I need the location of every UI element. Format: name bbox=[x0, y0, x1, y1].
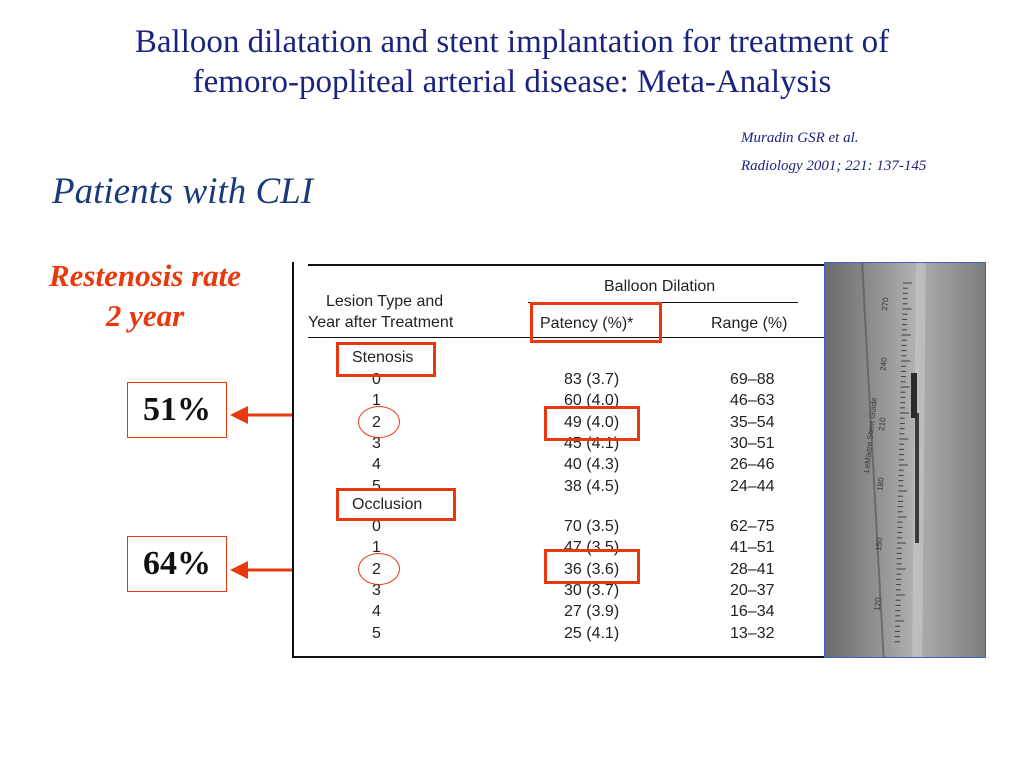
citation-authors: Muradin GSR et al. bbox=[741, 130, 859, 146]
ruler-label: 150 bbox=[874, 536, 884, 551]
cell-year: 5 bbox=[372, 477, 381, 495]
ruler-scale bbox=[894, 282, 912, 643]
cell-year: 4 bbox=[372, 603, 381, 621]
cell-patency: 25 (4.1) bbox=[564, 624, 620, 642]
cell-year: 5 bbox=[372, 624, 381, 642]
occlusion-label-highlight bbox=[336, 488, 456, 521]
col-header-lesion-line-2: Year after Treatment bbox=[308, 314, 454, 331]
cell-range: 46–63 bbox=[730, 392, 775, 410]
group-header-rule bbox=[528, 302, 798, 303]
restenosis-label-line-1: Restenosis rate bbox=[48, 258, 242, 293]
table-top-rule bbox=[308, 264, 826, 266]
title-line-2: femoro-popliteal arterial disease: Meta-… bbox=[192, 64, 832, 100]
cell-patency: 40 (4.3) bbox=[564, 456, 620, 474]
occlusion-restenosis-badge: 64% bbox=[127, 536, 227, 592]
cell-range: 20–37 bbox=[730, 581, 775, 599]
catheter-label: LeMaitre Stent Guide bbox=[862, 397, 879, 474]
ruler-label: 120 bbox=[873, 596, 883, 611]
slide-title: Balloon dilatation and stent implantatio… bbox=[0, 22, 1024, 102]
cell-range: 35–54 bbox=[730, 413, 775, 431]
cell-patency: 27 (3.9) bbox=[564, 603, 620, 621]
cell-range: 62–75 bbox=[730, 518, 775, 535]
cell-range: 16–34 bbox=[730, 603, 775, 621]
col-header-lesion-line-1: Lesion Type and bbox=[326, 293, 444, 310]
cell-patency: 30 (3.7) bbox=[564, 581, 620, 599]
cell-year: 0 bbox=[372, 371, 381, 388]
section-label: Stenosis bbox=[352, 349, 414, 366]
stenosis-restenosis-badge: 51% bbox=[127, 382, 227, 438]
cell-patency: 60 (4.0) bbox=[564, 392, 620, 410]
ruler-label: 180 bbox=[876, 476, 886, 491]
cell-range: 26–46 bbox=[730, 456, 775, 474]
occlusion-y2-highlight bbox=[544, 549, 640, 584]
header-rule bbox=[308, 337, 826, 338]
ruler-label: 210 bbox=[877, 416, 887, 431]
cell-year: 3 bbox=[372, 434, 381, 452]
cell-patency: 36 (3.6) bbox=[564, 560, 620, 578]
ruler-label: 240 bbox=[879, 356, 889, 371]
subtitle: Patients with CLI bbox=[52, 171, 314, 212]
cell-year: 1 bbox=[372, 539, 381, 557]
cell-range: 28–41 bbox=[730, 560, 775, 578]
cell-patency: 49 (4.0) bbox=[564, 413, 620, 431]
ruler-labels: 270 240 210 180 150 120 bbox=[873, 296, 891, 611]
restenosis-label-line-2: 2 year bbox=[105, 298, 185, 333]
cell-patency: 47 (3.5) bbox=[564, 539, 620, 557]
stenosis-y2-circle bbox=[358, 406, 400, 438]
cell-year: 4 bbox=[372, 456, 381, 474]
col-group-header: Balloon Dilation bbox=[604, 278, 716, 295]
cell-patency: 38 (4.5) bbox=[564, 477, 620, 495]
citation-journal: Radiology 2001; 221: 137-145 bbox=[741, 158, 927, 174]
stenosis-label-highlight bbox=[336, 342, 436, 377]
col-header-range: Range (%) bbox=[711, 315, 788, 332]
cell-range: 24–44 bbox=[730, 477, 775, 495]
title-line-1: Balloon dilatation and stent implantatio… bbox=[134, 24, 890, 60]
patency-header-highlight bbox=[530, 302, 662, 343]
ruler-label: 270 bbox=[880, 296, 890, 311]
cell-patency: 83 (3.7) bbox=[564, 371, 620, 388]
angiogram-drawing: 270 240 210 180 150 120 LeMaitre Stent Guide bbox=[861, 263, 926, 657]
occlusion-y2-circle bbox=[358, 553, 400, 585]
cell-patency: 70 (3.5) bbox=[564, 518, 620, 535]
cell-year: 1 bbox=[372, 392, 381, 410]
cell-year: 3 bbox=[372, 581, 381, 599]
restenosis-label: Restenosis rate 2 year bbox=[14, 256, 276, 336]
col-header-patency: Patency (%)* bbox=[540, 315, 634, 332]
cell-range: 41–51 bbox=[730, 539, 775, 557]
angiogram-image: 270 240 210 180 150 120 LeMaitre Stent Guide bbox=[824, 262, 986, 658]
patency-table: Lesion Type and Year after Treatment Bal… bbox=[292, 262, 826, 658]
cell-year: 0 bbox=[372, 518, 381, 535]
cell-range: 30–51 bbox=[730, 434, 775, 452]
stenosis-y2-highlight bbox=[544, 406, 640, 441]
cell-range: 69–88 bbox=[730, 371, 775, 388]
section-label: Occlusion bbox=[352, 496, 423, 513]
cell-range: 13–32 bbox=[730, 624, 775, 642]
